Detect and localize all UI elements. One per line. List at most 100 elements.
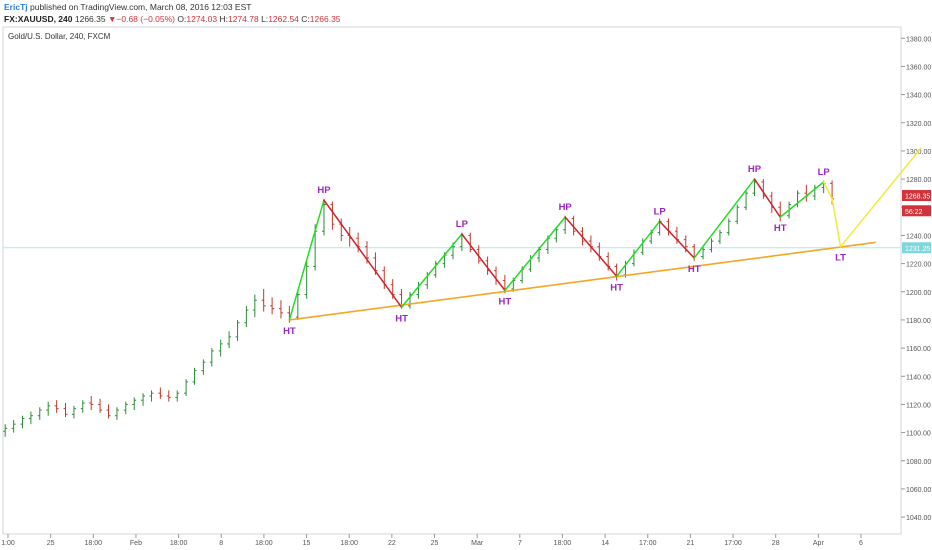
candle <box>252 294 257 318</box>
pivot-label-ht: HT <box>610 282 623 293</box>
ohlc-line: FX:XAUUSD, 240 1266.35 ▼−0.68 (−0.05%) O… <box>4 14 341 24</box>
forecast-line[interactable] <box>831 198 842 248</box>
candle <box>20 415 25 429</box>
wave-line[interactable] <box>323 199 403 309</box>
candle <box>54 400 59 413</box>
x-tick-label: 22 <box>388 540 396 547</box>
candle <box>744 190 749 211</box>
y-tick-label: 1300.00 <box>906 149 931 156</box>
forecast-line[interactable] <box>839 147 922 248</box>
candle <box>735 204 740 225</box>
author-link[interactable]: EricTj <box>4 2 28 12</box>
candle <box>588 235 593 253</box>
price-label-bg <box>902 205 931 217</box>
pivot-label-lp: LP <box>456 219 469 230</box>
x-tick-label: Mar <box>471 540 484 547</box>
candle <box>28 411 33 425</box>
candle <box>304 260 309 299</box>
y-tick-label: 1060.00 <box>906 487 931 494</box>
publish-info: published on TradingView.com, March 08, … <box>30 2 252 12</box>
wave-line[interactable] <box>461 233 506 292</box>
candle <box>554 226 559 243</box>
wave-line[interactable] <box>779 181 825 218</box>
wave-line[interactable] <box>504 216 566 292</box>
symbol-label: FX:XAUUSD, 240 <box>4 14 73 24</box>
candle <box>261 288 266 312</box>
pivot-label-hp: HP <box>317 185 331 196</box>
price-label-text: 56:22 <box>905 209 923 216</box>
candle <box>209 348 214 367</box>
pivot-label-lp: LP <box>818 167 831 178</box>
price-axis-label: 56:22 <box>902 205 931 217</box>
candle <box>123 401 128 415</box>
y-tick-label: 1340.00 <box>906 93 931 100</box>
open-label: O: <box>177 14 187 24</box>
candle <box>63 403 68 418</box>
candle <box>717 229 722 244</box>
pivot-label-ht: HT <box>774 223 787 234</box>
y-tick-label: 1200.00 <box>906 290 931 297</box>
wave-line[interactable] <box>753 178 781 218</box>
wave-line[interactable] <box>564 216 618 278</box>
wave-line[interactable] <box>288 199 325 321</box>
wave-line[interactable] <box>693 178 756 259</box>
candle <box>132 397 137 411</box>
candle <box>295 291 300 320</box>
x-tick-label: 25 <box>47 540 55 547</box>
x-tick-label: 25 <box>431 540 439 547</box>
pivot-label-lp: LP <box>654 206 667 217</box>
candle <box>244 305 249 327</box>
pivot-label-ht: HT <box>395 313 408 324</box>
candle <box>71 405 76 419</box>
price-change: −0.68 (−0.05%) <box>116 14 176 24</box>
pivot-label-hp: HP <box>748 164 762 175</box>
candle <box>701 246 706 260</box>
candle <box>89 395 94 411</box>
low-value: 1262.54 <box>268 14 299 24</box>
x-tick-label: 18:00 <box>170 540 188 547</box>
x-tick-label: 18:00 <box>340 540 358 547</box>
x-tick-label: 21 <box>687 540 695 547</box>
wave-line[interactable] <box>615 220 661 278</box>
trendline[interactable] <box>288 241 876 321</box>
y-tick-label: 1280.00 <box>906 177 931 184</box>
pivot-label-ht: HT <box>688 264 701 275</box>
y-tick-label: 1240.00 <box>906 233 931 240</box>
forecast-line[interactable] <box>822 181 833 200</box>
x-tick-label: Apr <box>813 540 825 547</box>
pivot-label-ht: HT <box>283 326 296 337</box>
candle <box>37 407 42 420</box>
candle <box>321 198 326 236</box>
x-tick-label: 17:00 <box>724 540 742 547</box>
x-tick-label: 7 <box>518 540 522 547</box>
close-label: C: <box>301 14 310 24</box>
candle <box>11 419 16 433</box>
price-axis-label: 1268.35 <box>902 190 931 202</box>
y-tick-label: 1040.00 <box>906 515 931 522</box>
pivot-label-lt: LT <box>835 253 846 264</box>
candle <box>106 404 111 419</box>
wave-line[interactable] <box>658 220 695 259</box>
y-tick-label: 1380.00 <box>906 36 931 43</box>
x-tick-label: 18:00 <box>255 540 273 547</box>
y-tick-label: 1080.00 <box>906 459 931 466</box>
candle <box>235 319 240 342</box>
y-tick-label: 1160.00 <box>906 346 931 353</box>
candle <box>141 393 146 406</box>
price-label-text: 1231.25 <box>905 246 930 253</box>
candle <box>3 424 8 437</box>
candle <box>278 300 283 319</box>
wave-line[interactable] <box>400 233 463 309</box>
x-tick-label: 18:00 <box>554 540 572 547</box>
close-value: 1266.35 <box>309 14 341 24</box>
y-tick-label: 1180.00 <box>906 318 931 325</box>
x-tick-label: 17:00 <box>639 540 657 547</box>
x-tick-label: 15 <box>303 540 311 547</box>
candle <box>158 387 163 399</box>
candle <box>98 398 103 413</box>
candle <box>804 184 809 202</box>
candle <box>709 238 714 253</box>
candle <box>80 400 85 413</box>
candle <box>166 390 171 402</box>
